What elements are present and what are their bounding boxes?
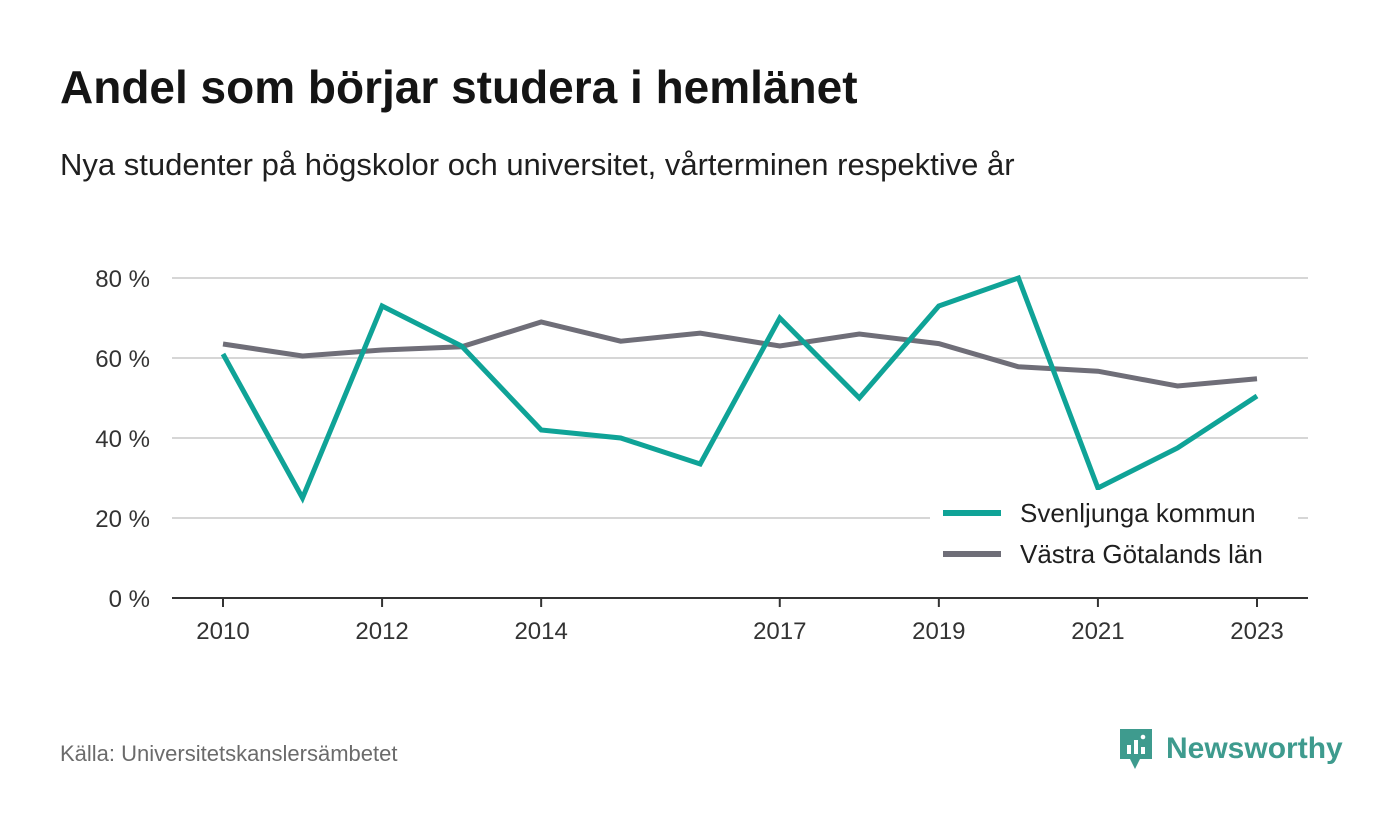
series-line-1 — [220, 274, 1259, 504]
x-tick-label: 2017 — [753, 618, 806, 645]
chart-title: Andel som börjar studera i hemlänet — [60, 61, 858, 113]
newsworthy-logo-icon — [1120, 729, 1152, 769]
brand-logo: Newsworthy — [1118, 727, 1343, 771]
y-tick-label: 80 % — [95, 266, 150, 293]
line-chart: 0 % 20 % 40 % 60 % 80 % 2010 2012 2014 2017 2019 2… — [95, 266, 1308, 645]
y-tick-label: 0 % — [109, 586, 150, 613]
legend-background — [930, 490, 1298, 580]
y-tick-label: 40 % — [95, 426, 150, 453]
legend-label-1: Svenljunga kommun — [1020, 498, 1256, 528]
x-tick-label: 2021 — [1071, 618, 1124, 645]
series-line-2 — [222, 319, 1258, 389]
x-tick-label: 2019 — [912, 618, 965, 645]
chart-subtitle: Nya studenter på högskolor och universit… — [60, 147, 1015, 182]
x-tick-label: 2012 — [355, 618, 408, 645]
y-tick-label: 60 % — [95, 346, 150, 373]
x-tick-label: 2014 — [514, 618, 567, 645]
x-tick-label: 2023 — [1230, 618, 1283, 645]
legend-label-2: Västra Götalands län — [1020, 539, 1263, 569]
source-note: Källa: Universitetskanslersämbetet — [60, 741, 398, 766]
brand-name: Newsworthy — [1166, 732, 1343, 765]
y-tick-label: 20 % — [95, 506, 150, 533]
x-tick-label: 2010 — [196, 618, 249, 645]
